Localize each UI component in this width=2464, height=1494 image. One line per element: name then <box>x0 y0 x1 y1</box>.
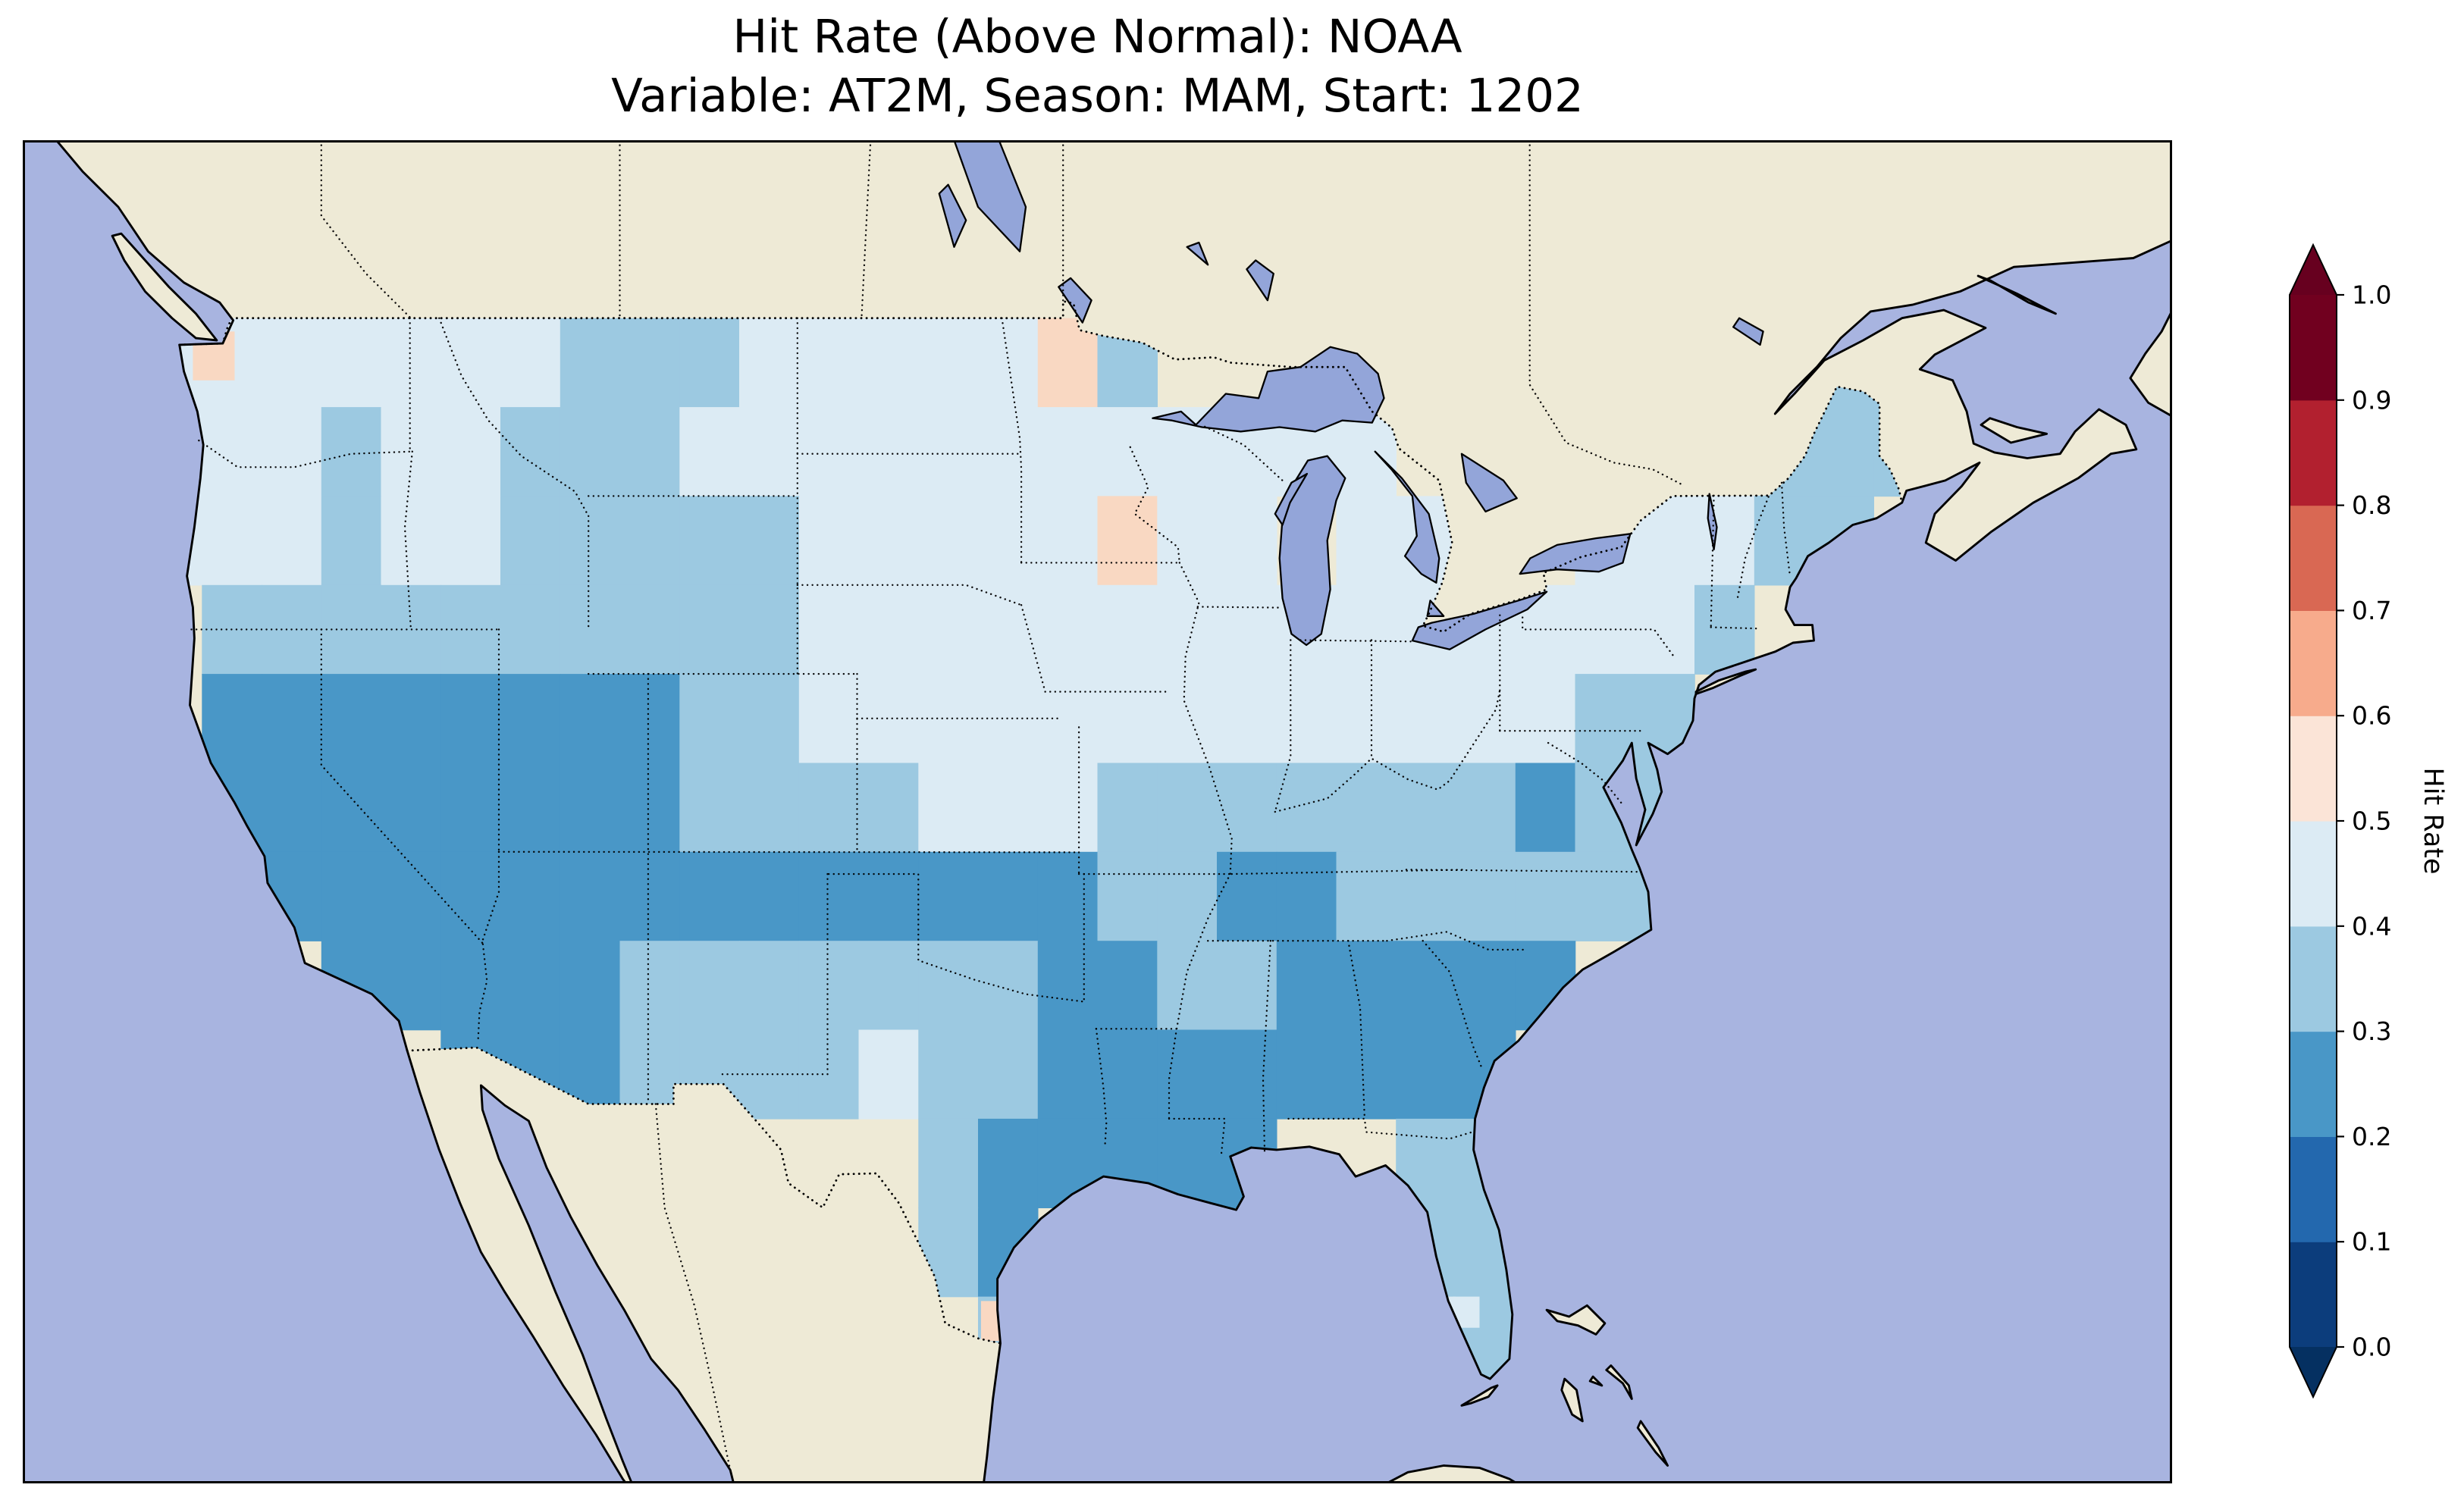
figure-title: Hit Rate (Above Normal): NOAA Variable: … <box>23 8 2172 126</box>
colorbar-over-arrow <box>2290 245 2337 295</box>
colorbar-under-arrow <box>2290 1347 2337 1397</box>
colorbar-tick-label: 0.1 <box>2352 1227 2391 1257</box>
colorbar-axis-label: Hit Rate <box>2418 767 2448 874</box>
national-borders-layer <box>178 299 1904 1345</box>
colorbar-tick-label: 0.3 <box>2352 1016 2391 1046</box>
colorbar-tick-label: 0.2 <box>2352 1122 2391 1151</box>
state-borders-layer <box>190 140 1792 1471</box>
colorbar: 0.0 0.1 0.2 0.3 0.4 0.5 0.6 0.7 0.8 0.9 1.0 Hit Rat… <box>2289 243 2448 1399</box>
us-hit-rate-map <box>23 140 2172 1483</box>
colorbar-tick-label: 0.0 <box>2352 1333 2391 1362</box>
colorbar-tick-label: 1.0 <box>2352 280 2391 310</box>
colorbar-gradient <box>2289 243 2337 1399</box>
colorbar-tick-label: 0.9 <box>2352 385 2391 415</box>
map-frame <box>23 140 2172 1483</box>
title-line-2: Variable: AT2M, Season: MAM, Start: 1202 <box>611 69 1584 124</box>
colorbar-tick-label: 0.5 <box>2352 807 2391 836</box>
colorbar-tick-label: 0.4 <box>2352 911 2391 941</box>
map-layers <box>23 140 2172 1483</box>
lakes-layer <box>938 140 1764 650</box>
colorbar-tick-label: 0.8 <box>2352 490 2391 520</box>
colorbar-tick-label: 0.7 <box>2352 596 2391 625</box>
title-line-1: Hit Rate (Above Normal): NOAA <box>732 10 1462 64</box>
colorbar-tick-label: 0.6 <box>2352 701 2391 731</box>
colorbar-ticks: 0.0 0.1 0.2 0.3 0.4 0.5 0.6 0.7 0.8 0.9 1.0 <box>2337 280 2391 1362</box>
coastline-layer <box>55 140 2172 1483</box>
